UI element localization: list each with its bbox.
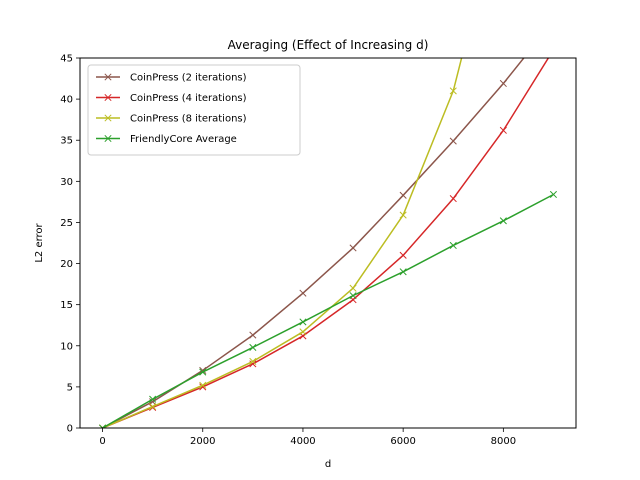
marker-stroke: [399, 211, 407, 219]
legend-box: [87, 64, 301, 156]
marker-stroke: [149, 395, 157, 403]
y-tick-label: 15: [60, 300, 73, 311]
marker-stroke: [449, 87, 457, 95]
axis-ticks: 0 2000 4000 6000 8000 0 5 10 15 20 25 30 35 40 45: [60, 54, 516, 448]
marker-stroke: [299, 328, 307, 336]
marker-stroke: [550, 47, 556, 53]
marker-stroke: [98, 424, 104, 428]
marker-stroke: [199, 368, 207, 376]
series-line: [102, 58, 550, 428]
marker-stroke: [349, 284, 357, 292]
y-tick-label: 25: [60, 218, 73, 229]
legend-marker-stroke: [104, 73, 112, 81]
y-tick-label: 45: [60, 54, 73, 65]
plot-area: [98, 18, 558, 428]
marker-stroke: [399, 191, 407, 199]
x-axis-label: d: [325, 459, 331, 470]
legend-marker-stroke: [104, 114, 112, 122]
marker-stroke: [499, 217, 507, 225]
x-tick-label: 0: [99, 436, 105, 447]
data-point-marker: [249, 357, 257, 365]
marker-stroke: [550, 18, 556, 24]
data-point-marker: [199, 368, 207, 376]
data-point-marker: [349, 284, 357, 292]
marker-stroke: [549, 190, 558, 199]
marker-stroke: [249, 343, 257, 351]
data-point-marker: [149, 395, 157, 403]
marker-stroke: [399, 251, 407, 259]
data-point-marker: [149, 403, 157, 411]
data-point-marker: [98, 424, 107, 428]
data-point-marker: [499, 79, 507, 88]
marker-stroke: [499, 126, 507, 134]
data-point-marker: [399, 268, 407, 276]
marker-stroke: [149, 403, 157, 411]
data-point-marker: [299, 318, 307, 326]
marker-stroke: [399, 268, 407, 276]
data-point-marker: [499, 217, 507, 225]
y-tick-label: 40: [60, 95, 73, 106]
y-tick-label: 5: [67, 382, 73, 393]
data-point-marker: [349, 244, 357, 252]
data-point-marker: [399, 191, 407, 199]
data-point-marker: [299, 328, 307, 336]
marker-stroke: [249, 360, 257, 368]
marker-stroke: [349, 244, 357, 252]
data-point-marker: [449, 195, 457, 203]
data-point-marker: [399, 251, 407, 259]
marker-stroke: [249, 331, 257, 339]
marker-stroke: [249, 357, 257, 365]
x-tick-label: 2000: [190, 436, 215, 447]
y-tick-label: 10: [60, 341, 73, 352]
marker-stroke: [101, 424, 107, 428]
y-axis-label: L2 error: [34, 222, 45, 262]
legend-marker-stroke: [104, 93, 112, 102]
data-point-marker: [299, 289, 307, 297]
series-line: [102, 193, 554, 428]
marker-stroke: [299, 318, 307, 326]
data-point-marker: [449, 241, 457, 250]
marker-stroke: [199, 381, 207, 389]
legend-label: FriendlyCore Average: [130, 134, 237, 145]
x-tick-label: 8000: [491, 436, 516, 447]
marker-stroke: [550, 18, 556, 24]
marker-stroke: [299, 289, 307, 297]
legend-label: CoinPress (2 iterations): [130, 73, 247, 84]
data-point-marker: [550, 47, 556, 53]
axes-frame: [79, 57, 577, 429]
marker-stroke: [449, 241, 457, 250]
marker-stroke: [499, 79, 507, 88]
x-tick-label: 6000: [390, 436, 415, 447]
data-point-marker: [249, 343, 257, 351]
data-point-marker: [249, 331, 257, 339]
data-point-marker: [449, 87, 457, 95]
data-point-marker: [550, 18, 556, 24]
marker-stroke: [349, 292, 357, 300]
data-point-marker: [399, 211, 407, 219]
legend: CoinPress (2 iterations) CoinPress (4 ite…: [87, 64, 301, 156]
x-tick-label: 4000: [290, 436, 315, 447]
y-tick-label: 0: [67, 424, 73, 435]
series-line: [102, 58, 463, 428]
marker-stroke: [449, 195, 457, 203]
data-point-marker: [549, 190, 558, 199]
legend-marker-stroke: [104, 134, 112, 143]
data-point-marker: [449, 137, 457, 145]
data-point-marker: [199, 381, 207, 389]
y-tick-label: 20: [60, 259, 73, 270]
chart-title: Averaging (Effect of Increasing d): [228, 38, 429, 52]
y-tick-label: 30: [60, 177, 73, 188]
data-point-marker: [499, 126, 507, 134]
marker-stroke: [449, 137, 457, 145]
y-tick-label: 35: [60, 136, 73, 147]
marker-stroke: [550, 47, 556, 53]
legend-label: CoinPress (8 iterations): [130, 114, 247, 125]
legend-label: CoinPress (4 iterations): [130, 93, 247, 104]
data-point-marker: [349, 292, 357, 300]
